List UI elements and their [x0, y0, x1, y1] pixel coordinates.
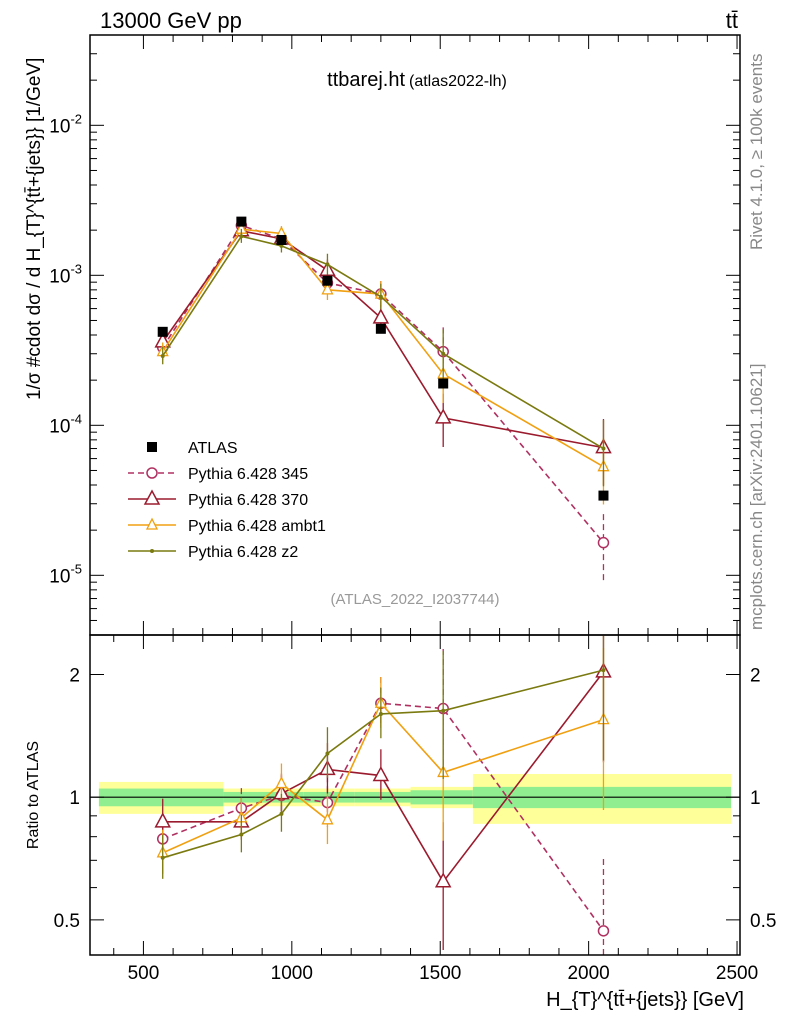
data-point [160, 353, 165, 358]
mcplots-label: mcplots.cern.ch [arXiv:2401.10621] [747, 364, 766, 630]
ratio-uncertainty-bands [98, 773, 732, 824]
legend-item: ATLAS [147, 440, 238, 457]
ratio-point [321, 812, 334, 825]
series-line [162, 228, 604, 468]
ratio-point [434, 872, 452, 888]
data-point [441, 351, 446, 356]
legend-label: Pythia 6.428 370 [188, 492, 308, 509]
ratio-point [160, 855, 165, 860]
header-final-state: tt̄ [726, 8, 738, 33]
ratio-point [279, 811, 284, 816]
main-y-tick-label: 10-2 [49, 111, 82, 137]
legend-label: Pythia 6.428 ambt1 [188, 518, 326, 535]
legend-item: Pythia 6.428 ambt1 [128, 517, 326, 535]
ratio-y-tick-label: 0.5 [54, 911, 80, 932]
ratio-y-tick-label-right: 0.5 [750, 911, 776, 932]
analysis-watermark: (ATLAS_2022_I2037744) [330, 591, 499, 608]
legend-label: Pythia 6.428 z2 [188, 544, 298, 561]
main-y-tick-label: 10-3 [49, 261, 82, 287]
data-point [239, 234, 244, 239]
atlas-data-point [375, 323, 386, 334]
x-tick-label: 1000 [271, 963, 313, 984]
legend-marker [150, 549, 154, 553]
series-line [162, 235, 604, 450]
main-panel: 10-5 10-4 10-3 10-2 ttbarej.ht (atlas2022-l… [24, 34, 741, 636]
ratio-panel: 0.5 0.51 12 2500 1000 1500 2000 2500 Ratio to A… [25, 634, 776, 1011]
legend-marker [145, 517, 159, 530]
legend-item: Pythia 6.428 370 [128, 489, 308, 509]
atlas-data-point [236, 216, 247, 227]
main-y-tick-label: 10-5 [49, 561, 82, 587]
ratio-point [372, 765, 390, 782]
ratio-ylabel: Ratio to ATLAS [25, 741, 42, 849]
ratio-point [154, 812, 171, 828]
legend-marker [146, 467, 158, 479]
x-tick-label: 500 [128, 963, 160, 984]
atlas-data-point [438, 378, 449, 389]
data-point [601, 446, 606, 451]
ratio-series [154, 635, 612, 955]
data-point [372, 308, 390, 324]
atlas-data-point [276, 234, 287, 245]
series-atlas [157, 216, 609, 501]
series-ambt1 [156, 221, 610, 505]
data-point [325, 262, 330, 267]
ratio-y-tick-label-right: 2 [750, 665, 761, 686]
data-point [321, 282, 334, 295]
ratio-y-tick-label: 2 [69, 665, 80, 686]
x-axis-label: H_{T}^{tt̄+{jets}} [GeV] [546, 989, 744, 1011]
legend-marker [143, 489, 161, 505]
legend-marker [147, 442, 157, 452]
ratio-point [378, 711, 383, 716]
atlas-data-point [322, 275, 333, 286]
main-series [154, 216, 612, 581]
ratio-point [325, 751, 330, 756]
ratio-point [441, 708, 446, 713]
data-point [597, 536, 610, 549]
main-axis-ticks: 10-5 10-4 10-3 10-2 [49, 34, 740, 636]
x-tick-label: 2000 [567, 963, 609, 984]
atlas-data-point [598, 490, 609, 501]
legend: ATLAS Pythia 6.428 345 Pythia 6.428 370 Pyt… [128, 440, 326, 561]
main-ylabel: 1/σ #cdot dσ / d H_{T}^{tt̄+{jets}} [1/G… [24, 58, 45, 400]
main-y-tick-label: 10-4 [49, 411, 82, 437]
series-line [162, 229, 604, 449]
ratio-series-z2 [160, 635, 606, 879]
ratio-y-tick-label: 1 [69, 788, 80, 809]
legend-label: ATLAS [188, 440, 238, 457]
legend-item: Pythia 6.428 345 [128, 466, 308, 483]
ratio-point [597, 925, 610, 937]
ratio-panel-frame [89, 634, 741, 956]
x-tick-label: 2500 [716, 963, 758, 984]
x-tick-label: 1500 [419, 963, 461, 984]
ratio-point [275, 776, 288, 789]
atlas-data-point [157, 326, 168, 337]
ratio-point [601, 668, 606, 673]
legend-item: Pythia 6.428 z2 [128, 544, 298, 561]
ratio-point [239, 832, 244, 837]
data-point [378, 294, 383, 299]
legend-label: Pythia 6.428 345 [188, 466, 308, 483]
data-point [434, 408, 452, 424]
header-process: 13000 GeV pp [100, 8, 242, 33]
rivet-version-label: Rivet 4.1.0, ≥ 100k events [747, 54, 766, 250]
plot-subtitle: (atlas2022-lh) [409, 73, 507, 90]
ratio-y-tick-label-right: 1 [750, 788, 761, 809]
plot-title: ttbarej.ht [327, 69, 405, 91]
ratio-axis-ticks: 0.5 0.51 12 2500 1000 1500 2000 2500 [54, 635, 776, 984]
series-z2 [160, 228, 606, 487]
